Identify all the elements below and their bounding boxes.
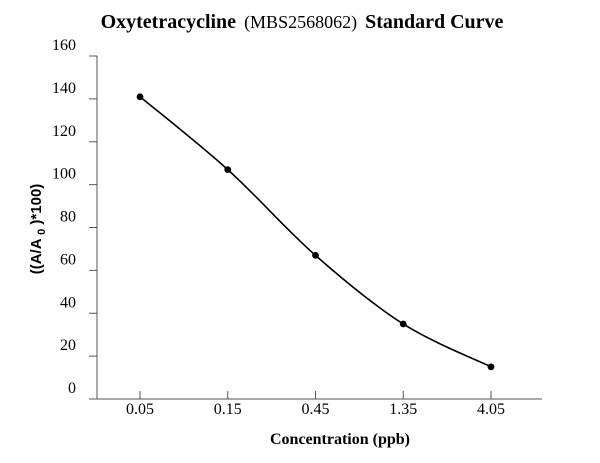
y-tick-label: 0 (68, 380, 76, 397)
series-standard-curve (136, 93, 495, 371)
data-point (399, 320, 407, 328)
series-line (139, 96, 492, 368)
y-axis-label-subscript: 0 (36, 229, 48, 235)
y-axis-label-start: ((A/A (28, 238, 45, 274)
y-axis: 0 20 40 60 80 100 120 140 160 (52, 37, 98, 400)
y-tick-label: 160 (52, 37, 76, 54)
x-axis: 0.05 0.15 0.45 1.35 4.05 (97, 391, 542, 418)
data-point (487, 363, 495, 371)
chart-title-compound: Oxytetracycline (101, 11, 237, 33)
y-axis-label-end: )*100) (28, 184, 45, 225)
y-tick-label: 20 (60, 337, 76, 354)
data-point (136, 93, 144, 101)
chart-title: Oxytetracycline (MBS2568062) Standard Cu… (101, 11, 504, 33)
x-tick-label: 0.45 (302, 401, 330, 418)
y-tick-label: 40 (60, 294, 76, 311)
chart-title-catalog-id: (MBS2568062) (244, 12, 357, 33)
y-tick-label: 140 (52, 80, 76, 97)
y-tick-label: 60 (60, 251, 76, 268)
data-point (224, 166, 232, 174)
y-axis-label: ((A/A 0 )*100) (28, 184, 49, 275)
x-axis-label: Concentration (ppb) (270, 431, 410, 448)
y-tick-label: 80 (60, 209, 76, 226)
data-point (312, 251, 319, 259)
x-tick-label: 1.35 (389, 401, 417, 418)
chart-title-suffix: Standard Curve (365, 11, 503, 33)
y-tick-label: 120 (52, 123, 76, 140)
x-tick-label: 0.15 (214, 401, 242, 418)
x-tick-label: 0.05 (126, 401, 154, 418)
x-tick-label: 4.05 (477, 401, 505, 418)
y-tick-label: 100 (52, 166, 76, 183)
